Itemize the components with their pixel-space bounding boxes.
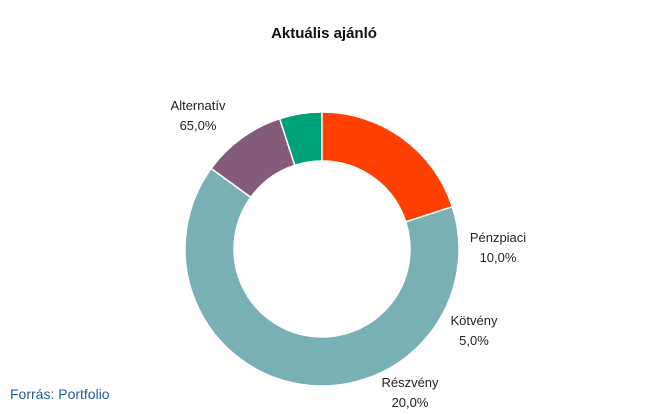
slice-label: Kötvény — [451, 313, 498, 328]
slice-label: Pénzpiaci — [470, 230, 526, 245]
slice-value-label: 20,0% — [392, 395, 429, 410]
source-note: Forrás: Portfolio — [10, 386, 110, 402]
slices-group — [184, 111, 460, 387]
slice-alternatív — [184, 167, 460, 387]
slice-value-label: 65,0% — [180, 118, 217, 133]
labels-group: Alternatív 65,0% Pénzpiaci 10,0% Kötvény 5,0%… — [171, 98, 527, 410]
slice-label: Részvény — [381, 375, 439, 390]
slice-részvény — [321, 111, 454, 223]
slice-value-label: 5,0% — [459, 333, 489, 348]
chart-title: Aktuális ajánló — [271, 25, 377, 42]
slice-label: Alternatív — [171, 98, 226, 113]
slice-value-label: 10,0% — [480, 250, 517, 265]
